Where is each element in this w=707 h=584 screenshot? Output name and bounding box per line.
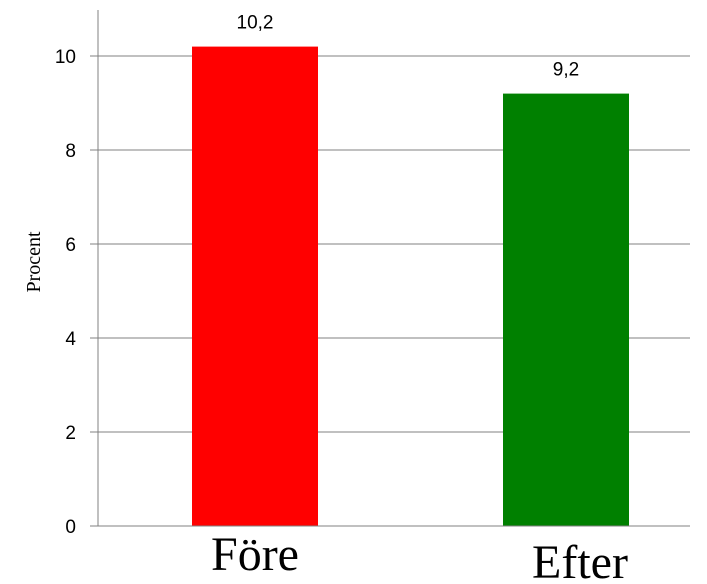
y-tick-label-2: 2 [65,423,76,444]
y-tick-label-8: 8 [65,141,76,162]
value-label-1: 10,2 [237,13,274,34]
category-label-1: Före [211,528,299,581]
bars [192,46,629,526]
bar-2 [503,93,629,526]
category-label-2: Efter [532,536,628,584]
value-labels: 10,2 9,2 [237,13,580,81]
category-labels: Före Efter [211,528,628,584]
y-tick-label-4: 4 [65,329,76,350]
value-label-2: 9,2 [553,60,579,81]
y-tick-label-0: 0 [65,517,76,538]
y-tick-label-6: 6 [65,235,76,256]
y-tick-labels: 0 2 4 6 8 10 [55,47,77,538]
y-tick-label-10: 10 [55,47,76,68]
bar-1 [192,46,318,526]
axes [90,10,690,527]
y-axis-title: Procent [23,231,45,293]
